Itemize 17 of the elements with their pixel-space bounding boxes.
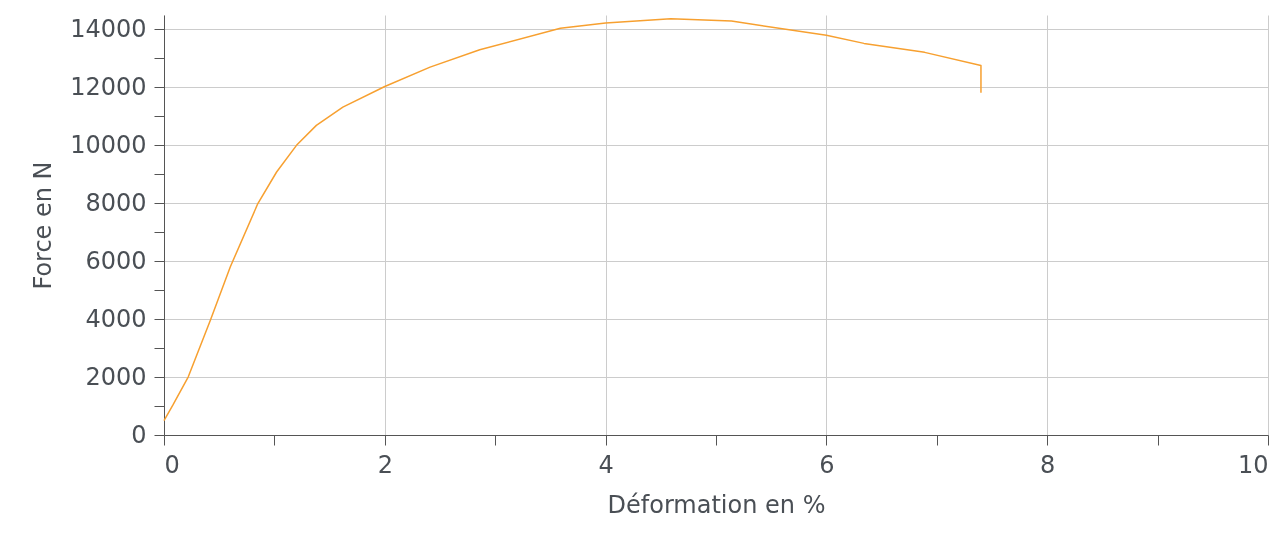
x-tick-label: 8 xyxy=(1040,450,1056,479)
x-tick-label: 10 xyxy=(1237,450,1269,479)
y-tick-label: 12000 xyxy=(70,72,147,101)
y-tick-label: 4000 xyxy=(85,304,147,333)
x-tick-label: 0 xyxy=(164,450,180,479)
x-axis-title: Déformation en % xyxy=(607,490,826,519)
y-tick-label: 2000 xyxy=(85,362,147,391)
x-tick-label: 6 xyxy=(819,450,835,479)
y-tick-label: 8000 xyxy=(85,188,147,217)
y-axis-title: Force en N xyxy=(29,161,58,290)
y-tick-label: 14000 xyxy=(70,14,147,43)
line-series xyxy=(163,18,982,422)
y-tick-label: 0 xyxy=(131,420,147,449)
x-tick-label: 2 xyxy=(377,450,393,479)
y-tick-label: 10000 xyxy=(70,130,147,159)
x-tick-label: 4 xyxy=(598,450,614,479)
y-tick-label: 6000 xyxy=(85,246,147,275)
